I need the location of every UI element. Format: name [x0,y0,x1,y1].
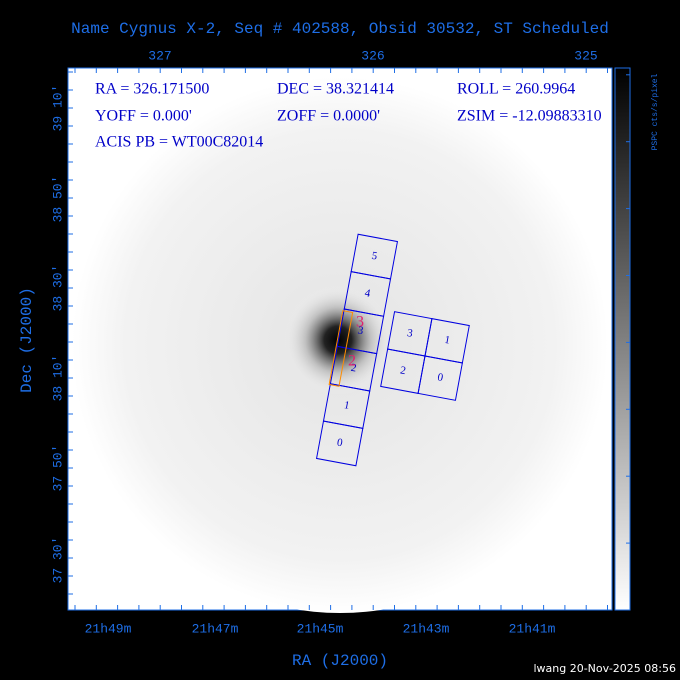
bottom-tick-label: 21h47m [192,621,239,636]
chip-label: 2 [399,364,407,377]
s-array: 0 1 2 3 4 5 [315,233,399,467]
colorbar-tick-label: 0 [639,608,647,612]
bottom-tick-label: 21h49m [85,621,132,636]
chip-label: 3 [406,327,414,340]
chip-label: 1 [343,399,351,412]
chip [350,233,399,280]
left-tick-label: 37 50' [50,445,65,492]
highlight-box [328,310,354,387]
colorbar-tick-label: 2 [639,474,647,478]
chip-label: 0 [336,437,344,450]
x-title: RA (J2000) [292,652,388,670]
left-tick-label: 38 10' [50,355,65,402]
chip-label: 3 [357,324,365,337]
info-text: ZSIM = -12.09883310 [457,108,602,125]
left-tick-label: 38 30' [50,265,65,312]
chip-label: 2 [350,362,358,375]
colorbar-tick-label: 4 [639,340,647,345]
colorbar-tick-label: 1 [639,541,647,545]
frame-ticks [68,68,608,610]
left-tick-label: 38 50' [50,176,65,223]
colorbar-tick-label: 6 [639,206,647,211]
chip-label: 5 [371,250,379,263]
top-tick-label: 326 [361,48,384,63]
bottom-tick-label: 21h43m [403,621,450,636]
highlight-label: 3 [356,314,364,331]
colorbar-tick-label: 3 [639,407,647,411]
info-text: ZOFF = 0.0000' [277,108,380,125]
left-tick-label: 39 10' [50,85,65,132]
footer: lwang 20-Nov-2025 08:56 [533,662,676,675]
bottom-tick-label: 21h45m [297,621,344,636]
chip-label: 4 [364,287,372,300]
title: Name Cygnus X-2, Seq # 402588, Obsid 305… [71,20,609,38]
top-tick-label: 325 [574,48,597,63]
highlight-label: 2 [348,353,356,370]
colorbar-label: PSPC cts/s/pixel [651,73,660,150]
chip-label: 1 [443,334,451,347]
info-text: YOFF = 0.000' [95,108,192,125]
i-array: 3 1 2 0 [380,311,470,401]
colorbar-tick-label: 5 [639,273,647,277]
left-tick-label: 37 30' [50,537,65,584]
colorbar [614,67,631,611]
colorbar-tick-label: 8 [639,73,647,77]
bottom-tick-label: 21h41m [509,621,556,636]
top-tick-label: 327 [148,48,171,63]
info-text: ROLL = 260.9964 [457,81,575,98]
y-title: Dec (J2000) [18,287,36,393]
chip-label: 0 [437,371,445,384]
chip [417,355,463,401]
colorbar-tick-label: 7 [639,139,647,143]
source [283,285,393,395]
info-text: ACIS PB = WT00C82014 [95,134,263,151]
info-text: DEC = 38.321414 [277,81,394,98]
info-text: RA = 326.171500 [95,81,209,98]
